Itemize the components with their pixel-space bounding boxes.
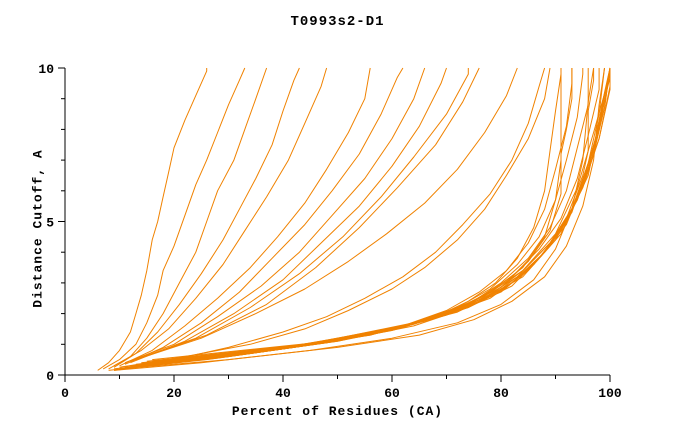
y-tick-label: 5 — [46, 216, 54, 231]
model-curve — [108, 68, 562, 371]
x-tick-label: 100 — [598, 386, 622, 401]
model-curve — [124, 67, 426, 364]
model-curve — [130, 68, 573, 367]
model-curve — [124, 67, 404, 365]
model-curve — [124, 68, 611, 368]
x-axis-label: Percent of Residues (CA) — [231, 404, 444, 419]
axes: 0 20 40 60 80 100 0 5 10 — [38, 62, 622, 401]
model-curve — [119, 68, 589, 370]
model-curve — [130, 68, 469, 362]
model-curve — [113, 67, 328, 367]
y-tick-label: 0 — [46, 369, 54, 384]
chart-title: T0993s2-D1 — [290, 14, 385, 30]
model-curve — [102, 67, 246, 370]
x-tick-label: 40 — [275, 386, 291, 401]
model-curve — [124, 68, 562, 368]
model-curve — [130, 67, 447, 364]
model-curve — [119, 67, 551, 368]
model-curve — [113, 68, 573, 371]
model-curve — [113, 67, 300, 368]
model-curve — [141, 67, 611, 365]
model-curve — [146, 67, 611, 364]
model-curve — [119, 67, 546, 370]
model-curve — [113, 67, 595, 371]
y-tick-label: 10 — [38, 62, 54, 77]
model-curve — [135, 67, 480, 361]
x-tick-label: 60 — [384, 386, 400, 401]
x-tick-label: 80 — [493, 386, 509, 401]
model-curve — [119, 68, 600, 370]
model-curve — [141, 68, 611, 364]
model-curve — [135, 67, 518, 361]
x-tick-label: 20 — [166, 386, 182, 401]
model-curve — [119, 67, 371, 367]
model-curve — [152, 67, 611, 362]
model-curve — [97, 68, 208, 371]
model-curve — [152, 68, 611, 361]
model-curve — [135, 68, 595, 367]
x-tick-label: 0 — [61, 386, 69, 401]
model-curve — [108, 67, 268, 370]
model-curve — [124, 67, 611, 368]
series-lines — [97, 67, 611, 371]
